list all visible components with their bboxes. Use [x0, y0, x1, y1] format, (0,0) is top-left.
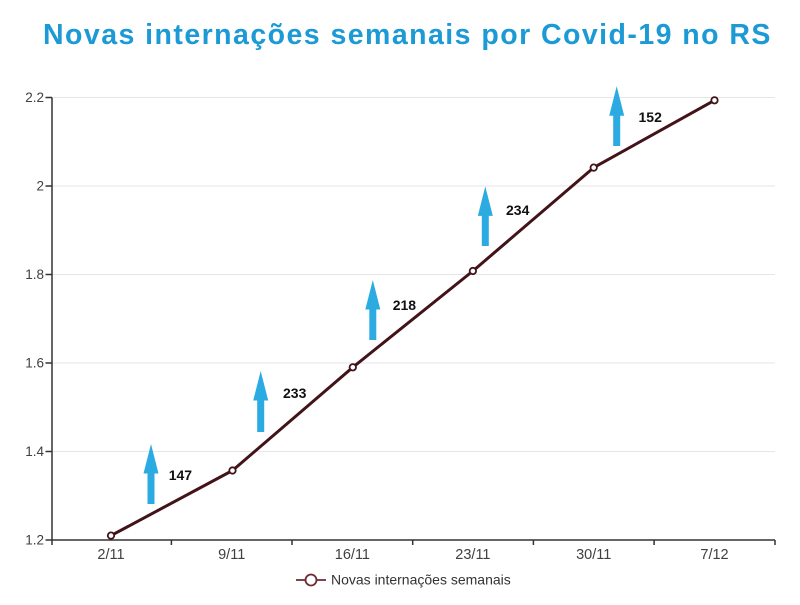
svg-text:1.6: 1.6	[25, 356, 44, 371]
svg-text:147: 147	[169, 467, 193, 483]
svg-text:1.2: 1.2	[25, 533, 44, 548]
svg-text:152: 152	[639, 109, 663, 125]
svg-text:2: 2	[36, 179, 44, 194]
svg-text:Novas internações semanais por: Novas internações semanais por Covid-19 …	[43, 19, 772, 51]
svg-text:233: 233	[283, 385, 307, 401]
svg-text:30/11: 30/11	[576, 547, 611, 563]
svg-text:7/12: 7/12	[700, 547, 728, 563]
svg-text:23/11: 23/11	[455, 547, 490, 563]
svg-text:2.2: 2.2	[25, 90, 44, 105]
svg-text:16/11: 16/11	[335, 547, 370, 563]
svg-text:2/11: 2/11	[97, 547, 124, 563]
svg-text:234: 234	[506, 202, 530, 218]
svg-text:9/11: 9/11	[218, 547, 245, 563]
svg-text:1.8: 1.8	[25, 267, 44, 282]
svg-text:1.4: 1.4	[25, 444, 44, 459]
svg-text:Novas internações semanais: Novas internações semanais	[331, 572, 511, 588]
svg-text:218: 218	[393, 297, 417, 313]
